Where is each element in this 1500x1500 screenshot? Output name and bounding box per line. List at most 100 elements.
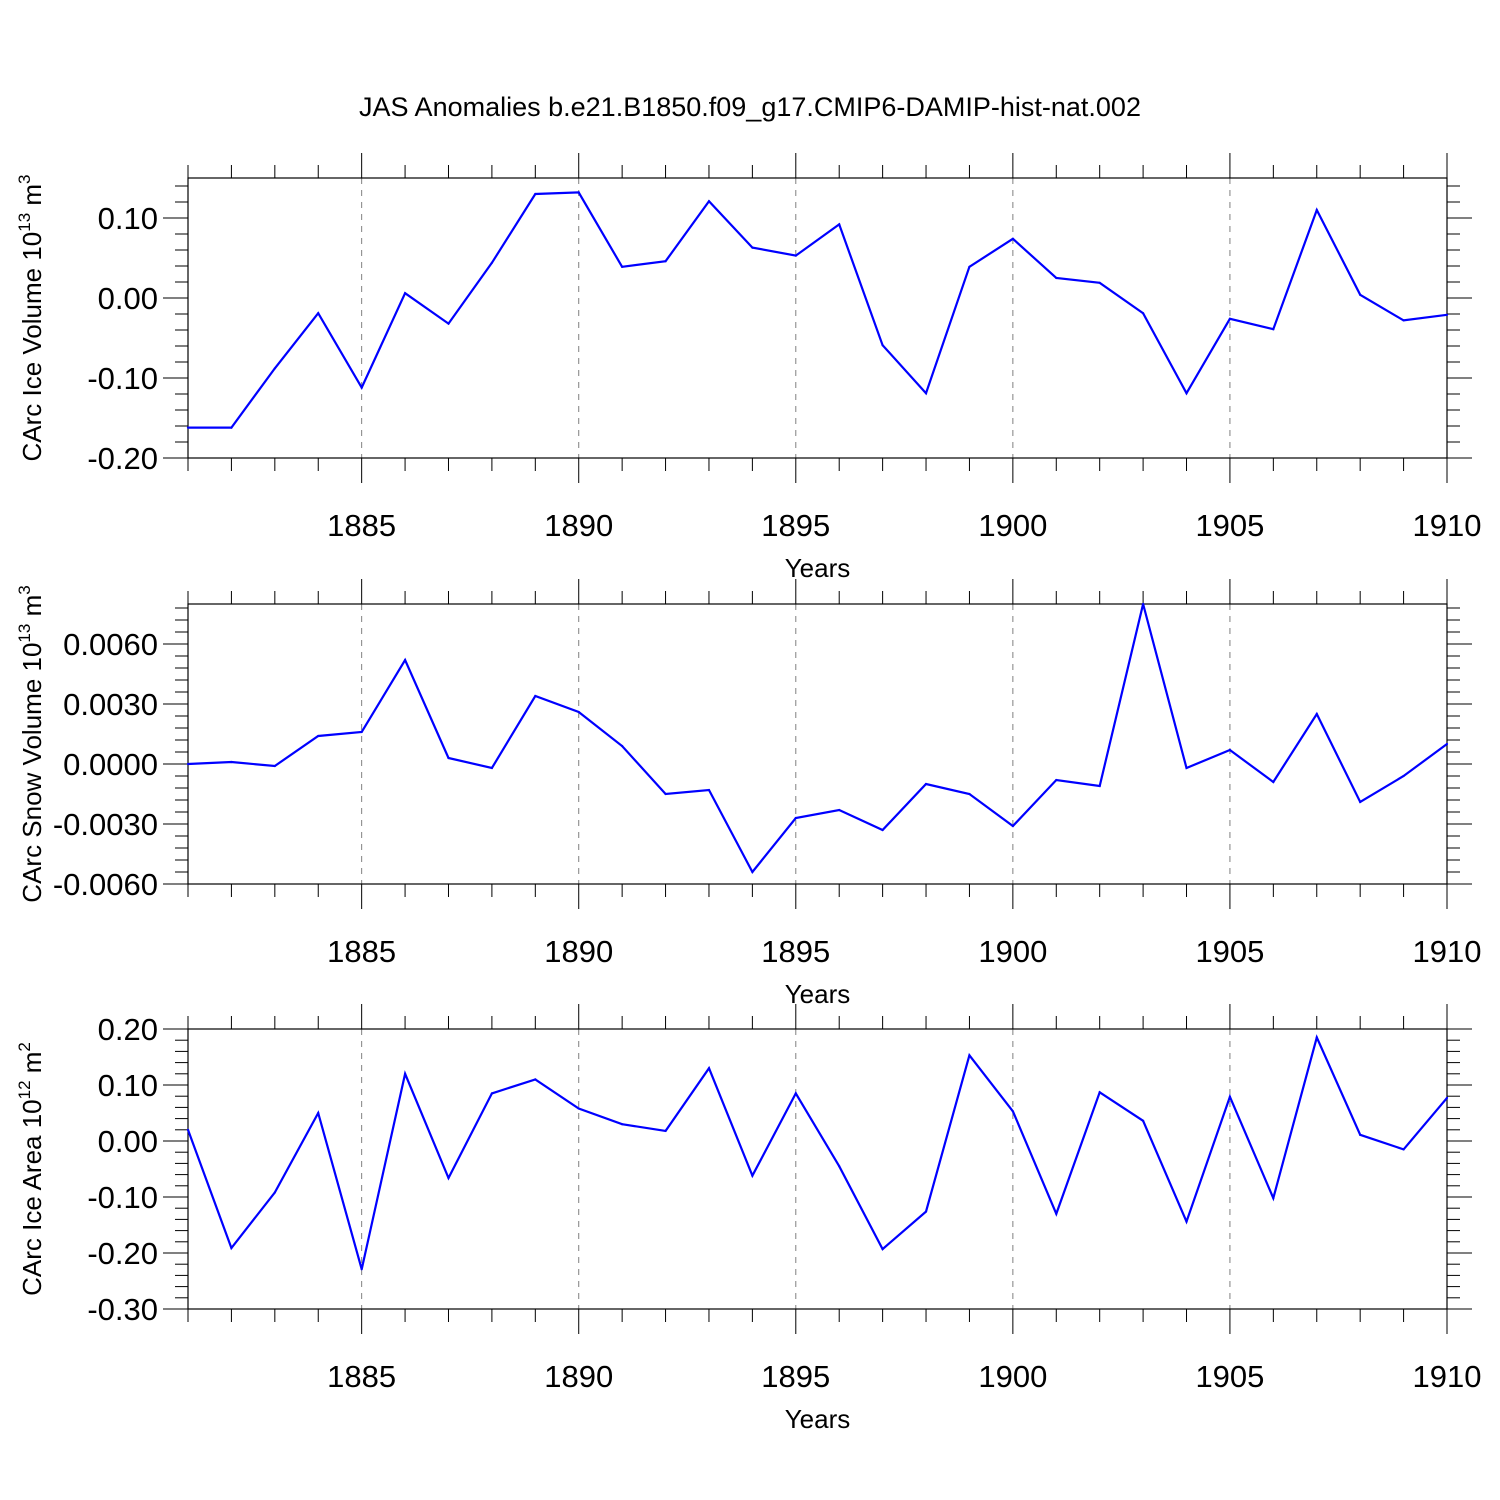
x-tick-label: 1885 xyxy=(327,934,396,969)
data-point xyxy=(447,322,450,325)
data-point xyxy=(230,426,233,429)
data-point xyxy=(881,1247,884,1251)
data-point xyxy=(273,1191,276,1194)
x-tick-label: 1910 xyxy=(1413,1359,1482,1394)
panel-ice-volume: -0.20 -0.10 0.00 0.10 1885 1890 1895 1900 1905 19… xyxy=(15,153,1481,583)
data-point xyxy=(1359,1133,1362,1136)
data-point xyxy=(924,782,928,786)
x-tick-label: 1890 xyxy=(544,934,613,969)
y-tick-label: -0.30 xyxy=(87,1292,158,1327)
data-point xyxy=(230,1246,233,1250)
x-tick-label: 1890 xyxy=(544,1359,613,1394)
data-point xyxy=(751,870,754,874)
data-point xyxy=(273,764,276,768)
x-tick-label: 1910 xyxy=(1413,508,1482,543)
data-point xyxy=(1359,800,1362,804)
data-point xyxy=(1315,1036,1318,1039)
data-point xyxy=(230,760,233,764)
data-point xyxy=(403,658,407,662)
data-point xyxy=(1402,319,1405,322)
y-axis-title: CArc Snow Volume 1013 m3 xyxy=(15,585,47,902)
data-point xyxy=(621,1123,624,1126)
y-tick-label: -0.20 xyxy=(87,1236,158,1271)
data-point xyxy=(360,386,363,389)
x-axis-title: Years xyxy=(785,1404,851,1434)
data-point xyxy=(1055,276,1058,280)
data-point xyxy=(1011,824,1014,828)
x-axis-title: Years xyxy=(785,553,851,583)
y-tick-label: -0.10 xyxy=(87,361,158,396)
data-point xyxy=(534,694,537,698)
data-point xyxy=(1402,774,1405,778)
data-point xyxy=(1272,1197,1275,1200)
data-point xyxy=(447,1176,450,1180)
data-point xyxy=(577,710,580,714)
data-point xyxy=(273,367,276,370)
data-point xyxy=(664,260,667,263)
x-tick-label: 1890 xyxy=(544,508,613,543)
data-point xyxy=(1272,328,1275,331)
y-tick-label: -0.20 xyxy=(87,441,158,476)
series-line xyxy=(186,1034,1448,1270)
data-point xyxy=(881,344,884,347)
data-point xyxy=(1445,313,1449,316)
panel-snow-volume: -0.0060 -0.0030 0.0000 0.0030 0.0060 1885 1890… xyxy=(15,579,1481,1009)
y-tick-label: 0.20 xyxy=(98,1012,158,1047)
data-point xyxy=(707,200,711,203)
x-tick-label: 1900 xyxy=(978,1359,1047,1394)
data-point xyxy=(924,392,928,395)
data-point xyxy=(1228,317,1232,320)
y-tick-label: -0.10 xyxy=(87,1180,158,1215)
y-tick-label: 0.00 xyxy=(98,281,158,316)
y-tick-label: 0.0000 xyxy=(63,747,158,782)
plot-frame xyxy=(187,177,1448,459)
data-point xyxy=(707,1067,711,1070)
data-point xyxy=(1011,237,1014,240)
data-point xyxy=(577,191,580,194)
y-tick-label: -0.0060 xyxy=(53,867,158,902)
data-point xyxy=(751,1174,754,1177)
data-point xyxy=(1359,293,1362,296)
data-point xyxy=(534,192,537,196)
series-line xyxy=(188,191,1448,429)
data-point xyxy=(968,1054,971,1057)
data-point xyxy=(1228,748,1232,752)
data-point xyxy=(1445,742,1449,746)
data-point xyxy=(317,734,320,738)
data-point xyxy=(968,265,971,268)
data-point xyxy=(317,1111,320,1115)
data-point xyxy=(707,788,711,792)
data-point xyxy=(403,292,407,295)
y-axis-title: CArc Ice Area 1012 m2 xyxy=(15,1042,47,1296)
y-axis-title: CArc Ice Volume 1013 m3 xyxy=(15,174,47,461)
y-tick-label: 0.0060 xyxy=(63,627,158,662)
data-point xyxy=(881,828,884,832)
data-point xyxy=(664,792,667,796)
plot-frame xyxy=(187,603,1448,885)
data-point xyxy=(794,254,797,257)
data-point xyxy=(1055,778,1058,782)
data-point xyxy=(1315,712,1318,716)
x-tick-label: 1905 xyxy=(1195,508,1264,543)
data-point xyxy=(838,223,841,226)
x-tick-label: 1905 xyxy=(1195,1359,1264,1394)
x-axis-title: Years xyxy=(785,979,851,1009)
data-point xyxy=(186,1128,190,1131)
x-tick-label: 1900 xyxy=(978,508,1047,543)
x-tick-label: 1900 xyxy=(978,934,1047,969)
data-point xyxy=(968,792,971,796)
x-tick-label: 1895 xyxy=(761,1359,830,1394)
data-point xyxy=(317,312,320,315)
x-tick-label: 1905 xyxy=(1195,934,1264,969)
data-point xyxy=(186,426,190,429)
data-point xyxy=(924,1210,928,1213)
data-point xyxy=(186,762,190,766)
y-tick-label: -0.0030 xyxy=(53,807,158,842)
data-point xyxy=(794,1092,797,1095)
data-point xyxy=(360,1268,363,1271)
data-point xyxy=(1185,1220,1188,1223)
y-tick-label: 0.10 xyxy=(98,201,158,236)
data-point xyxy=(794,816,797,820)
x-tick-label: 1885 xyxy=(327,508,396,543)
